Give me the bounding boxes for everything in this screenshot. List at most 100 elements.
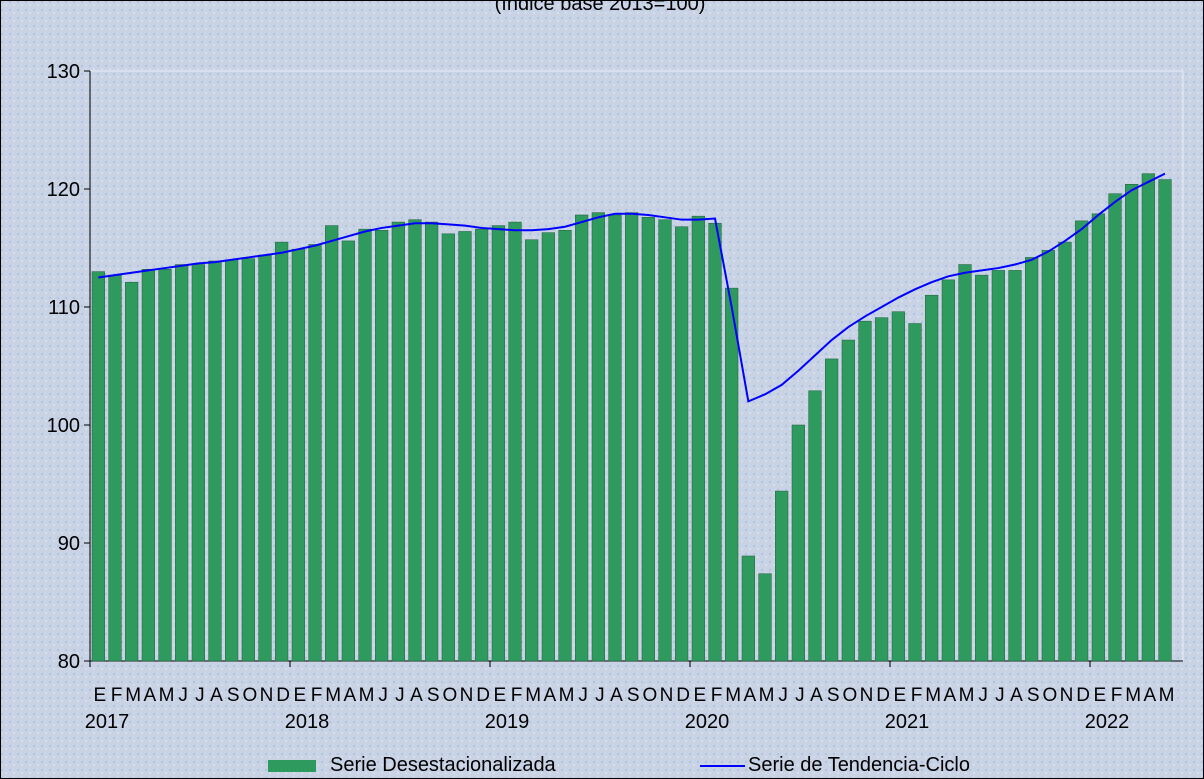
bar: [325, 225, 339, 662]
x-tick-label: M: [759, 685, 774, 706]
x-tick-label: M: [559, 685, 574, 706]
year-label: 2021: [885, 711, 930, 733]
year-label: 2022: [1085, 711, 1130, 733]
trend-line: [98, 172, 1166, 403]
bar: [558, 230, 572, 662]
x-tick-label: N: [260, 685, 273, 706]
x-tick-label: D: [276, 685, 289, 706]
bar: [358, 228, 372, 662]
x-tick-label: E: [93, 685, 105, 706]
x-tick-label: F: [1111, 685, 1122, 706]
bar: [691, 215, 705, 662]
y-tick-label: 90: [58, 533, 80, 555]
x-tick-label: D: [1076, 685, 1089, 706]
x-tick-label: M: [325, 685, 340, 706]
x-tick-label: A: [610, 685, 623, 706]
bar: [975, 274, 989, 662]
bar: [658, 219, 672, 662]
x-tick-label: N: [660, 685, 673, 706]
bar: [1158, 179, 1172, 662]
bar: [275, 241, 289, 662]
x-tick-label: F: [911, 685, 922, 706]
x-tick-label: E: [693, 685, 705, 706]
x-tick-label: J: [195, 685, 204, 706]
x-tick-label: S: [427, 685, 439, 706]
bar: [1008, 270, 1022, 662]
bar: [741, 555, 755, 662]
x-tick-label: M: [125, 685, 140, 706]
x-tick-label: A: [943, 685, 956, 706]
bar: [708, 222, 722, 662]
legend-label: Serie Desestacionalizada: [330, 754, 557, 776]
bar: [991, 270, 1005, 662]
x-tick-label: E: [493, 685, 505, 706]
bar: [341, 240, 355, 662]
year-label: 2017: [85, 711, 130, 733]
bar: [258, 254, 272, 662]
x-tick-label: S: [1027, 685, 1039, 706]
bar: [841, 339, 855, 662]
bar: [191, 264, 205, 662]
bar: [91, 271, 105, 662]
year-label: 2020: [685, 711, 730, 733]
x-tick-label: A: [410, 685, 423, 706]
bar: [491, 225, 505, 662]
bar: [141, 268, 155, 662]
x-tick-label: O: [842, 685, 856, 706]
chart-subtitle: (índice base 2013=100): [495, 0, 706, 15]
bar: [425, 221, 439, 662]
x-tick-label: J: [795, 685, 804, 706]
x-tick-label: M: [1125, 685, 1140, 706]
x-tick-label: J: [178, 685, 187, 706]
x-tick-label: N: [460, 685, 473, 706]
bar: [675, 226, 689, 662]
x-tick-label: S: [627, 685, 639, 706]
bar: [175, 264, 189, 662]
x-tick-label: A: [143, 685, 156, 706]
bar: [891, 311, 905, 662]
x-tick-label: A: [743, 685, 756, 706]
bar: [858, 320, 872, 662]
x-tick-label: F: [711, 685, 722, 706]
x-tick-label: F: [311, 685, 322, 706]
x-tick-label: N: [860, 685, 873, 706]
bar: [958, 264, 972, 662]
bar: [525, 239, 539, 662]
x-tick-label: F: [511, 685, 522, 706]
x-tick-label: F: [111, 685, 122, 706]
bar: [1125, 184, 1139, 662]
x-tick-label: S: [827, 685, 839, 706]
bar: [1025, 257, 1039, 662]
bar: [108, 274, 122, 662]
bar: [291, 248, 305, 662]
x-tick-label: J: [378, 685, 387, 706]
x-tick-label: N: [1060, 685, 1073, 706]
bar: [1141, 173, 1155, 662]
x-tick-label: M: [925, 685, 940, 706]
bar: [158, 268, 172, 662]
x-tick-label: A: [810, 685, 823, 706]
bar: [125, 281, 139, 662]
bar: [791, 424, 805, 662]
x-tick-label: O: [442, 685, 456, 706]
x-tick-label: D: [676, 685, 689, 706]
x-tick-label: J: [595, 685, 604, 706]
bar: [241, 258, 255, 662]
x-tick-label: M: [725, 685, 740, 706]
bar: [458, 231, 472, 662]
x-tick-label: E: [893, 685, 905, 706]
x-tick-label: S: [227, 685, 239, 706]
bar: [308, 244, 322, 662]
x-tick-label: E: [1093, 685, 1105, 706]
bar: [441, 233, 455, 662]
bar: [1108, 193, 1122, 662]
bar: [641, 217, 655, 662]
bar: [508, 221, 522, 662]
legend-label: Serie de Tendencia-Ciclo: [748, 754, 970, 776]
x-tick-label: D: [876, 685, 889, 706]
x-tick-label: M: [525, 685, 540, 706]
year-label: 2019: [485, 711, 530, 733]
bar: [225, 259, 239, 662]
x-tick-label: A: [210, 685, 223, 706]
